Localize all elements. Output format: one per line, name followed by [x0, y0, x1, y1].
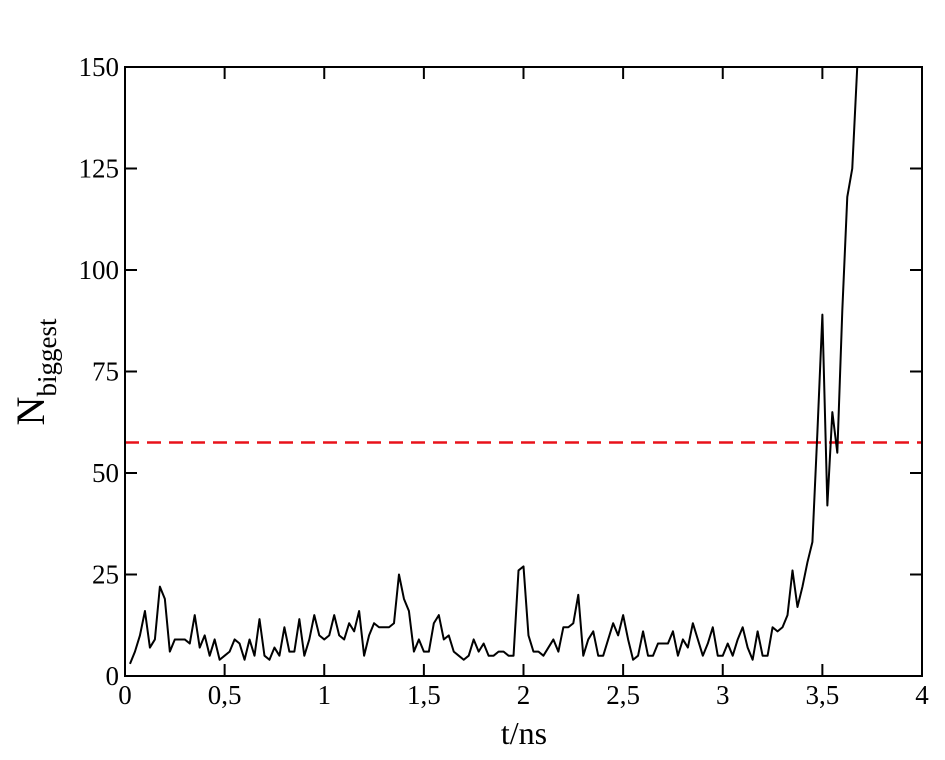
x-tick-label: 0 — [118, 680, 132, 710]
x-tick-label: 3 — [716, 680, 730, 710]
x-tick-label: 4 — [915, 680, 929, 710]
x-tick-label: 1 — [318, 680, 332, 710]
y-axis-label: Nbiggest — [8, 318, 62, 425]
y-tick-label: 50 — [92, 458, 119, 488]
y-axis-label-main: N — [8, 397, 53, 426]
y-tick-label: 125 — [79, 154, 120, 184]
y-tick-label: 0 — [106, 661, 120, 691]
x-tick-label: 1,5 — [407, 680, 441, 710]
data-line — [129, 67, 859, 665]
y-axis-label-sub: biggest — [32, 318, 62, 396]
x-tick-label: 3,5 — [806, 680, 840, 710]
y-tick-label: 25 — [92, 560, 119, 590]
y-tick-label: 100 — [79, 255, 120, 285]
y-tick-label: 150 — [79, 52, 120, 82]
x-tick-label: 2 — [517, 680, 531, 710]
y-tick-label: 75 — [92, 357, 119, 387]
x-axis-label: t/ns — [501, 715, 547, 751]
x-tick-label: 2,5 — [606, 680, 640, 710]
plot-frame — [124, 66, 923, 677]
x-tick-label: 0,5 — [208, 680, 242, 710]
